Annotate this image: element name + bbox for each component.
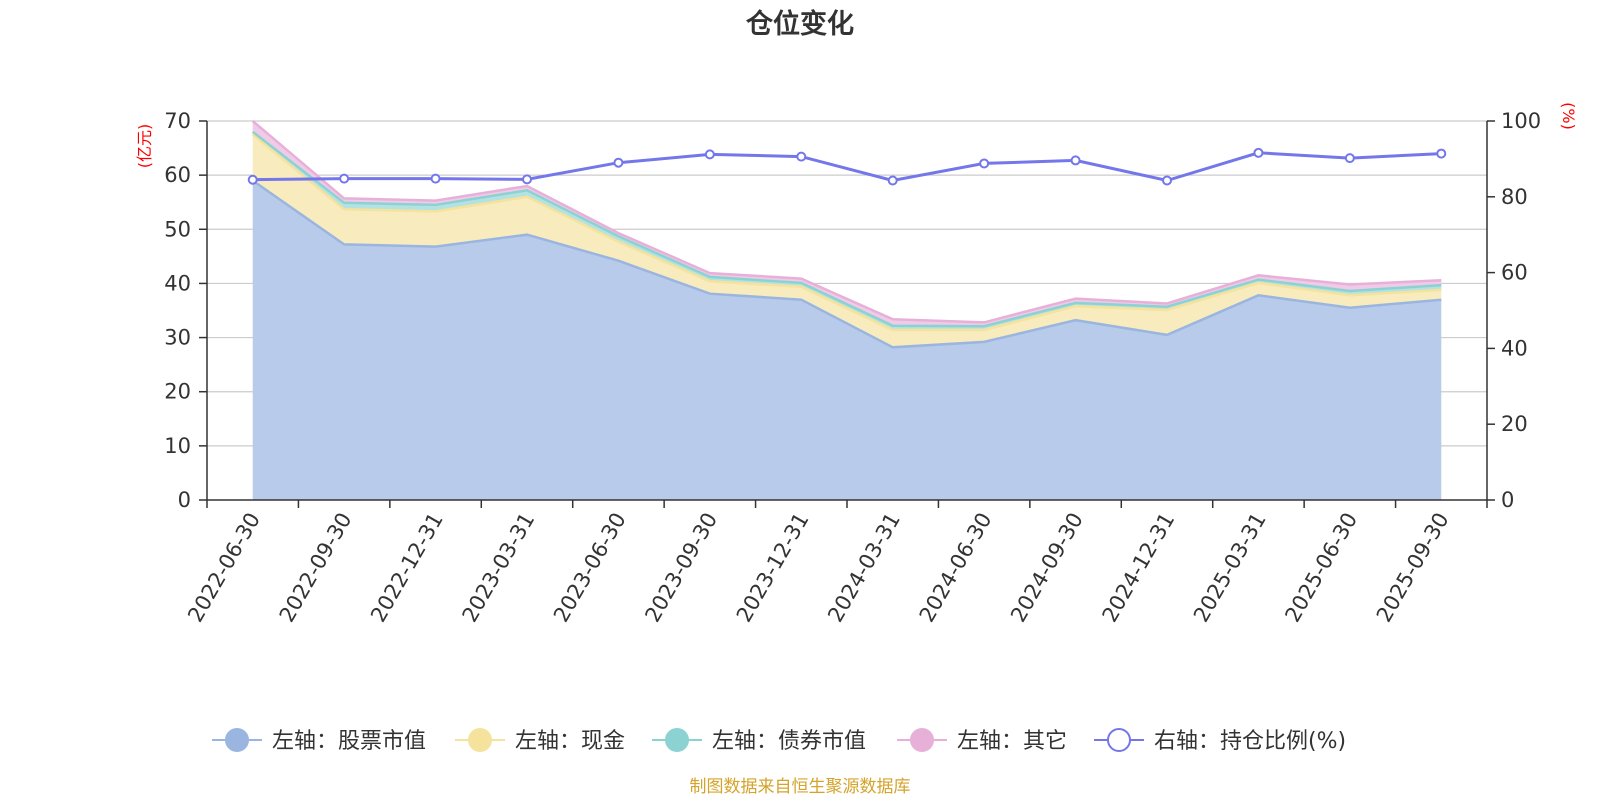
right-axis-tick-label: 60 [1501,261,1528,285]
legend-item: 左轴：股票市值 [212,728,426,754]
right-axis-tick-label: 40 [1501,336,1528,360]
ratio-point [1436,148,1447,159]
x-axis-tick-label: 2022-06-30 [183,509,265,627]
legend-marker [468,728,492,752]
legend-item: 右轴：持仓比例(%) [1094,728,1346,754]
ratio-point [1253,147,1264,158]
x-axis-tick-label: 2025-03-31 [1189,509,1271,627]
x-axis-tick-label: 2024-03-31 [823,509,905,627]
ratio-point [796,151,807,162]
x-axis-tick-label: 2023-06-30 [549,509,631,627]
stacked-areas [251,120,1442,500]
left-axis-tick-label: 0 [178,488,191,512]
ratio-point [613,157,624,168]
left-axis-tick-label: 20 [164,380,191,404]
ratio-point [1162,175,1172,186]
legend-marker [225,728,249,752]
left-axis-tick-label: 60 [164,163,191,187]
right-axis-tick-label: 100 [1501,109,1541,133]
x-axis-tick-label: 2024-12-31 [1098,509,1180,627]
x-axis-tick-label: 2022-12-31 [366,508,448,626]
ratio-point [430,173,441,184]
left-axis-unit: (亿元) [135,124,154,169]
legend-label: 左轴：现金 [515,729,625,754]
left-axis-tick-label: 40 [164,271,191,295]
x-axis-tick-label: 2023-03-31 [458,509,540,627]
ratio-point [1070,155,1081,166]
x-axis-tick-label: 2023-09-30 [640,509,722,627]
legend-label: 左轴：其它 [957,729,1067,754]
x-axis-tick-label: 2025-09-30 [1372,509,1454,627]
right-axis-unit: (%) [1559,102,1578,130]
ratio-point [704,149,715,160]
legend-label: 左轴：股票市值 [272,729,426,754]
left-axis-tick-label: 30 [164,326,191,350]
legend-item: 左轴：其它 [897,728,1067,754]
right-axis-tick-label: 80 [1501,185,1528,209]
chart-title: 仓位变化 [745,8,854,40]
left-axis-tick-label: 10 [164,434,191,458]
legend-marker [665,728,689,752]
legend: 左轴：股票市值 左轴：现金 左轴：债券市值 左轴：其它 右轴：持仓比例(%) [212,728,1346,754]
area-line-1 [251,133,1442,332]
area-line-2 [251,130,1442,328]
x-axis-tick-label: 2024-06-30 [915,508,997,626]
legend-item: 左轴：现金 [455,728,625,754]
ratio-point [339,173,350,184]
x-axis-tick-label: 2023-12-31 [732,509,814,627]
ratio-point [979,158,990,169]
legend-label: 左轴：债券市值 [712,729,866,754]
legend-label: 右轴：持仓比例(%) [1154,729,1346,754]
ratio-line [247,147,1447,186]
x-axis-tick-label: 2024-09-30 [1006,509,1088,627]
x-axis-tick-label: 2025-06-30 [1280,509,1362,627]
legend-marker [1107,728,1131,752]
ratio-line-path [252,151,1442,183]
area-line-3 [251,120,1442,324]
x-axis-tick-label: 2022-09-30 [275,509,357,627]
right-axis-tick-label: 0 [1501,488,1514,512]
ratio-point [247,174,258,185]
left-axis-tick-label: 50 [164,217,191,241]
area-0 [252,180,1442,500]
ratio-point [887,175,898,186]
legend-marker [910,728,934,752]
right-axis-tick-label: 20 [1501,412,1528,436]
ratio-point [1344,153,1355,164]
left-axis-tick-label: 70 [164,109,191,133]
area-line-0 [251,179,1442,349]
data-source-note: 制图数据来自恒生聚源数据库 [690,777,911,797]
ratio-point [522,174,532,185]
legend-item: 左轴：债券市值 [652,728,866,754]
